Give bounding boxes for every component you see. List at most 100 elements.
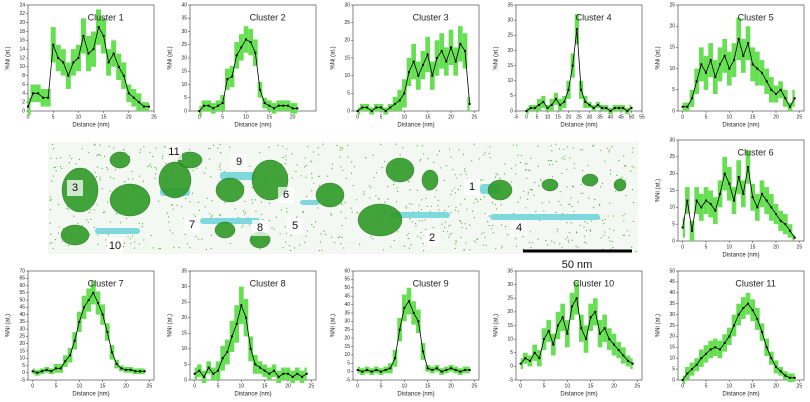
atom-dot (421, 220, 423, 222)
y-tick-label: 25 (669, 2, 675, 8)
atom-dot (50, 157, 52, 159)
atom-dot (109, 190, 111, 192)
atom-dot (484, 151, 486, 153)
atom-dot (268, 202, 270, 204)
marker (594, 310, 597, 313)
marker (566, 332, 569, 335)
marker (412, 311, 415, 314)
y-tick-label: 25 (507, 296, 513, 302)
atom-dot (561, 172, 563, 174)
atom-dot (197, 201, 200, 203)
marker (125, 368, 127, 371)
marker (426, 367, 429, 370)
atom-dot (119, 222, 121, 224)
atom-dot (210, 176, 212, 178)
error-band (520, 358, 523, 370)
atom-dot (457, 210, 459, 212)
atom-dot (138, 243, 140, 245)
marker (305, 372, 308, 375)
chart-panel: 0 5 10 15 20 25 0 5 10 15 20 25 Cluster 5 Distance (n… (656, 2, 805, 129)
atom-dot (529, 170, 531, 172)
atom-dot (337, 237, 340, 239)
atom-dot (489, 157, 491, 159)
x-tick-label: 10 (727, 114, 733, 120)
marker (793, 97, 796, 100)
atom-dot (71, 158, 73, 160)
marker (445, 368, 448, 371)
marker (398, 99, 401, 102)
y-tick-label: 5 (672, 221, 675, 227)
atom-dot (127, 236, 129, 238)
atom-dot (184, 233, 186, 235)
atom-dot (244, 211, 247, 214)
atom-dot (459, 185, 462, 187)
atom-dot (571, 185, 574, 187)
atom-dot (494, 176, 497, 178)
marker (129, 368, 132, 371)
marker (245, 316, 247, 319)
atom-dot (365, 157, 367, 159)
marker (64, 360, 67, 363)
atom-dot (559, 191, 561, 193)
y-tick-label: 18 (19, 29, 25, 35)
atom-dot (437, 199, 439, 201)
y-tick-label: 10 (344, 352, 350, 358)
atom-dot (131, 170, 133, 173)
atom-dot (407, 180, 409, 182)
atom-dot (339, 156, 341, 158)
atom-dot (481, 233, 483, 235)
marker (137, 101, 140, 104)
atom-dot (154, 173, 157, 175)
x-tick-label: 5 (221, 114, 224, 120)
y-tick-label: 10 (507, 78, 513, 84)
atom-dot (350, 172, 353, 174)
atom-dot (409, 189, 411, 191)
marker (737, 313, 740, 316)
x-axis-label: Distance (nm) (560, 392, 597, 398)
atom-dot (229, 146, 231, 148)
marker (626, 110, 629, 112)
atom-dot (195, 236, 197, 238)
marker (57, 57, 60, 59)
atom-dot (106, 201, 109, 203)
y-tick-label: 40 (181, 2, 187, 8)
atom-dot (484, 212, 486, 215)
atom-dot (526, 177, 528, 179)
y-tick-label: 65 (19, 276, 25, 282)
atom-dot (311, 161, 313, 163)
atom-dot (495, 208, 498, 210)
atom-dot (218, 166, 221, 168)
atom-dot (592, 144, 595, 146)
atom-dot (500, 247, 503, 249)
atom-dot (399, 154, 401, 156)
atom-dot (609, 240, 611, 242)
y-tick-label: 45 (669, 279, 675, 285)
marker (67, 74, 70, 77)
atom-dot (575, 245, 577, 247)
atom-dot (242, 224, 244, 226)
marker (584, 100, 587, 103)
atom-dot (423, 250, 425, 252)
plot-frame (352, 270, 480, 381)
atom-dot (73, 215, 75, 217)
atom-dot (251, 202, 254, 204)
atom-dot (330, 236, 333, 238)
x-tick-label: 25 (797, 383, 803, 389)
atom-dot (94, 144, 96, 146)
y-tick-label: 20 (507, 309, 513, 315)
marker (709, 202, 712, 205)
marker (596, 103, 599, 106)
atom-dot (336, 144, 338, 147)
cluster-label: 2 (429, 232, 435, 244)
marker (207, 366, 210, 369)
atom-dot (530, 188, 532, 191)
atom-dot (352, 184, 354, 187)
marker (301, 375, 303, 378)
atom-dot (550, 159, 552, 162)
atom-dot (217, 147, 219, 149)
marker (723, 172, 726, 175)
label-box (107, 238, 123, 254)
marker (529, 359, 531, 362)
atom-dot (49, 208, 51, 211)
